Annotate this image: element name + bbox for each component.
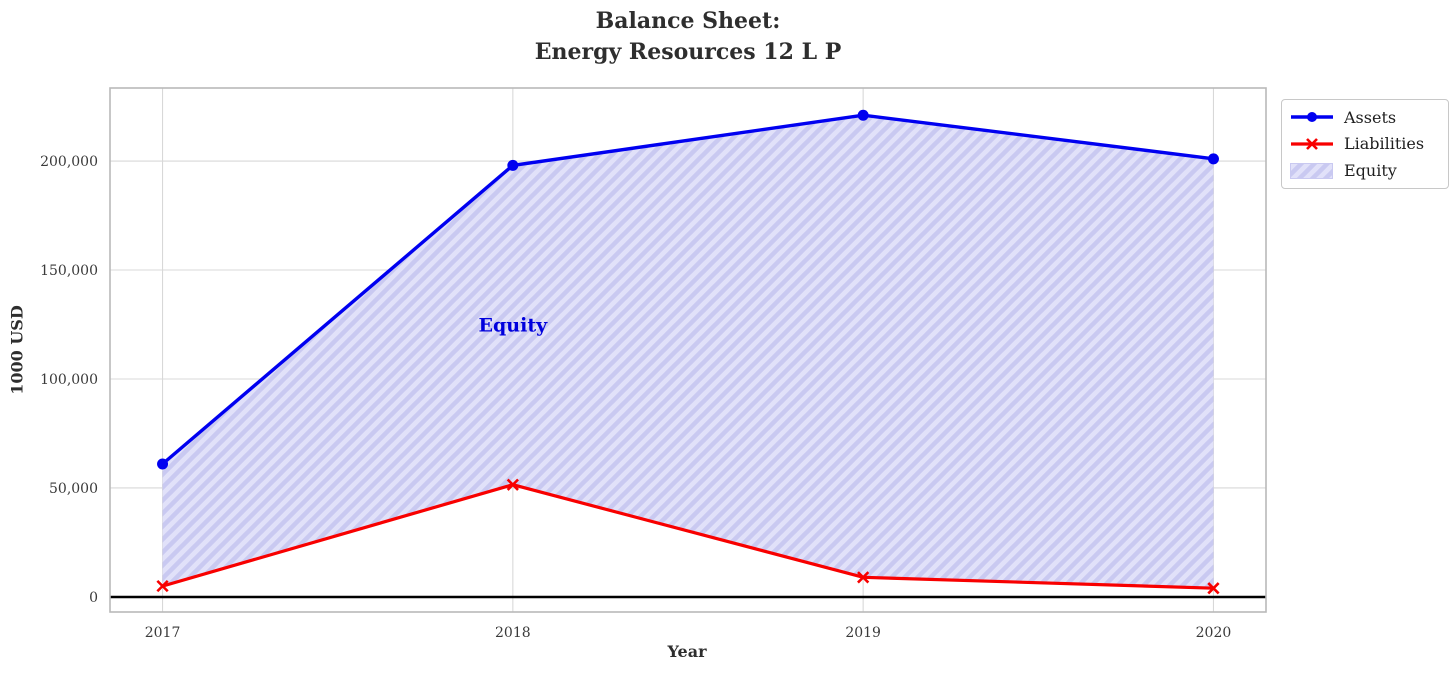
legend-label-assets: Assets <box>1344 107 1397 127</box>
chart-title-line1: Balance Sheet: <box>595 8 781 34</box>
chart-title-line2: Energy Resources 12 L P <box>534 39 842 65</box>
y-tick-label: 200,000 <box>40 154 98 170</box>
liabilities-line <box>160 483 1216 590</box>
legend-item-liabilities: Liabilities <box>1290 134 1444 153</box>
x-tick-label: 2018 <box>495 625 531 641</box>
y-tick-label: 150,000 <box>40 263 98 279</box>
chart-title: Balance Sheet: Energy Resources 12 L P <box>535 6 842 68</box>
x-axis-label: Year <box>667 642 707 661</box>
legend-item-equity: Equity <box>1290 161 1444 180</box>
liabilities-x-marker <box>156 579 169 593</box>
y-axis-label: 1000 USD <box>7 305 27 395</box>
x-tick-label: 2017 <box>145 625 181 641</box>
y-tick-label: 100,000 <box>40 372 98 388</box>
liabilities-x-marker <box>506 478 519 491</box>
legend-label-liabilities: Liabilities <box>1344 134 1425 154</box>
y-tick-label: 0 <box>89 590 98 606</box>
liabilities-x-marker <box>857 571 870 584</box>
plot-border <box>109 87 1267 613</box>
y-tick-label: 50,000 <box>49 481 98 497</box>
assets-circle-marker <box>507 159 519 171</box>
equity-fill-area <box>162 115 1214 589</box>
equity-annotation: Equity <box>479 314 549 336</box>
assets-circle-marker <box>1207 153 1219 165</box>
assets-circle-marker <box>157 458 169 470</box>
assets-line <box>160 113 1216 466</box>
assets-circle-marker <box>857 109 869 121</box>
x-tick-label: 2020 <box>1196 625 1232 641</box>
liabilities-x-marker <box>1207 582 1220 595</box>
legend-label-equity: Equity <box>1344 161 1397 181</box>
x-tick-label: 2019 <box>845 625 881 641</box>
assets-legend-swatch-icon <box>1291 112 1333 123</box>
legend-item-assets: Assets <box>1290 108 1444 127</box>
legend: Assets Liabilities Equity <box>1281 99 1449 189</box>
liabilities-legend-swatch-icon <box>1291 138 1333 150</box>
equity-legend-swatch-icon <box>1290 162 1333 179</box>
